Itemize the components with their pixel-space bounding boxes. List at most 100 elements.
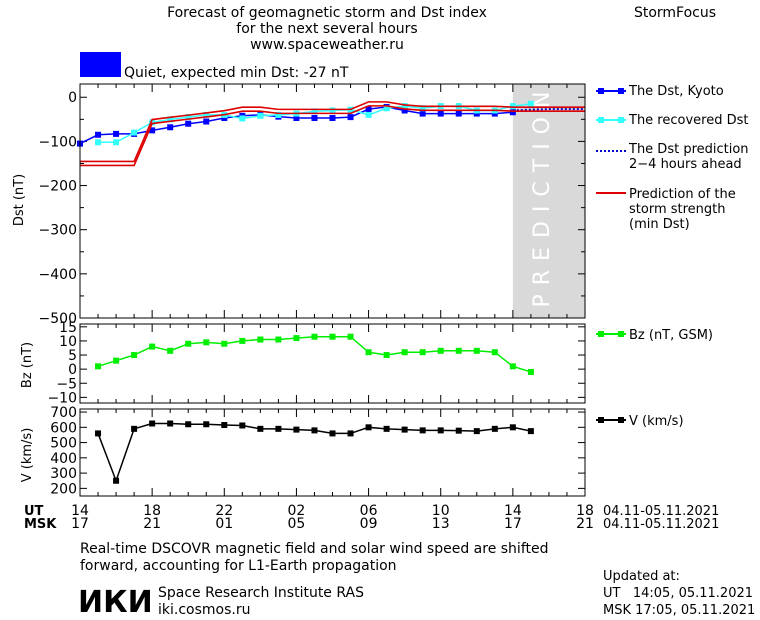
y-tick-label: 200 xyxy=(50,481,77,497)
data-point xyxy=(185,120,192,127)
data-point xyxy=(509,109,516,116)
plot-frame xyxy=(79,408,586,497)
data-point xyxy=(203,118,210,125)
y-tick-label: 600 xyxy=(50,420,77,436)
msk-tick-label: 01 xyxy=(215,516,233,532)
time-tick-labels: 14 18 22 02 06 10 14 18 17 21 01 05 09 13 17 21 xyxy=(71,503,594,532)
data-point xyxy=(185,114,192,121)
ut-tick-label: 22 xyxy=(215,503,233,519)
data-point xyxy=(113,130,120,137)
data-point xyxy=(149,127,156,134)
data-point xyxy=(437,347,444,354)
plot-frame xyxy=(79,83,586,319)
msk-label: MSK xyxy=(24,517,57,532)
ut-label: UT xyxy=(24,504,44,519)
data-point xyxy=(257,112,264,119)
msk-tick-label: 21 xyxy=(143,516,161,532)
data-point xyxy=(509,424,516,431)
ut-tick-label: 10 xyxy=(432,503,450,519)
data-point xyxy=(95,139,102,146)
brand-name: StormFocus xyxy=(634,5,716,21)
legend-bz-label: Bz (nT, GSM) xyxy=(629,328,713,343)
data-point xyxy=(149,420,156,427)
data-point xyxy=(401,349,408,356)
data-point xyxy=(419,427,426,434)
status-text: Quiet, expected min Dst: -27 nT xyxy=(124,65,349,81)
title-line-1: Forecast of geomagnetic storm and Dst in… xyxy=(167,5,487,21)
data-point xyxy=(275,336,282,343)
data-point xyxy=(131,129,138,136)
data-point xyxy=(95,430,102,437)
data-point xyxy=(239,422,246,429)
y-tick-label: 5 xyxy=(68,348,77,364)
y-tick-label: −200 xyxy=(39,179,77,195)
data-point xyxy=(491,349,498,356)
legend-storm-strength: Prediction of the storm strength (min Ds… xyxy=(596,187,740,232)
data-point xyxy=(203,339,210,346)
ut-date-range: 04.11-05.11.2021 xyxy=(603,504,719,519)
institute-name: Space Research Institute RAS xyxy=(158,585,364,601)
data-point xyxy=(383,425,390,432)
legend: The Dst, Kyoto The recovered Dst The Dst… xyxy=(596,84,749,429)
series-line xyxy=(97,335,532,373)
data-point xyxy=(167,420,174,427)
data-point xyxy=(365,424,372,431)
series-line-storm-strength xyxy=(80,101,585,163)
y-tick-label: 400 xyxy=(50,451,77,467)
y-tick-label: 0 xyxy=(68,362,77,378)
title-url[interactable]: www.spaceweather.ru xyxy=(250,37,404,53)
data-point xyxy=(149,343,156,350)
data-point xyxy=(527,100,534,107)
msk-tick-label: 09 xyxy=(360,516,378,532)
data-point xyxy=(419,105,426,112)
data-point xyxy=(131,352,138,359)
data-point xyxy=(185,340,192,347)
data-point xyxy=(509,103,516,110)
data-point xyxy=(329,107,336,114)
y-tick-label: 10 xyxy=(59,334,77,350)
data-point xyxy=(311,108,318,115)
data-point xyxy=(491,425,498,432)
data-point xyxy=(329,430,336,437)
institute-site[interactable]: iki.cosmos.ru xyxy=(158,602,250,618)
y-tick-label: 15 xyxy=(59,320,77,336)
msk-tick-label: 13 xyxy=(432,516,450,532)
data-point xyxy=(509,363,516,370)
data-point xyxy=(329,114,336,121)
data-point xyxy=(311,114,318,121)
status-color-swatch xyxy=(80,52,121,77)
data-point xyxy=(275,425,282,432)
ut-tick-label: 14 xyxy=(504,503,522,519)
y-tick-label: −500 xyxy=(39,311,77,327)
series-line xyxy=(512,108,585,112)
data-point xyxy=(239,115,246,122)
data-point xyxy=(113,357,120,364)
data-point xyxy=(401,103,408,110)
data-point xyxy=(401,107,408,114)
footer-note-line-1: Real-time DSCOVR magnetic field and sola… xyxy=(80,541,549,557)
iki-logo: ИКИ xyxy=(78,585,153,620)
data-point xyxy=(95,131,102,138)
prediction-label: PREDICTION xyxy=(530,83,555,308)
data-point xyxy=(131,425,138,432)
y-tick-label: 500 xyxy=(50,436,77,452)
data-point xyxy=(455,347,462,354)
data-point xyxy=(113,139,120,146)
data-point xyxy=(365,111,372,118)
v-axis-label: V (km/s) xyxy=(20,428,35,483)
title-line-2: for the next several hours xyxy=(236,21,417,37)
data-point xyxy=(221,422,228,429)
legend-storm-strength-label: Prediction of the storm strength (min Ds… xyxy=(629,187,740,232)
msk-tick-label: 17 xyxy=(71,516,89,532)
data-point xyxy=(221,114,228,121)
plot-frame xyxy=(79,323,586,404)
data-point xyxy=(401,426,408,433)
data-point xyxy=(365,349,372,356)
data-point xyxy=(527,368,534,375)
data-point xyxy=(239,337,246,344)
data-point xyxy=(473,428,480,435)
data-point xyxy=(275,111,282,118)
data-point xyxy=(185,421,192,428)
